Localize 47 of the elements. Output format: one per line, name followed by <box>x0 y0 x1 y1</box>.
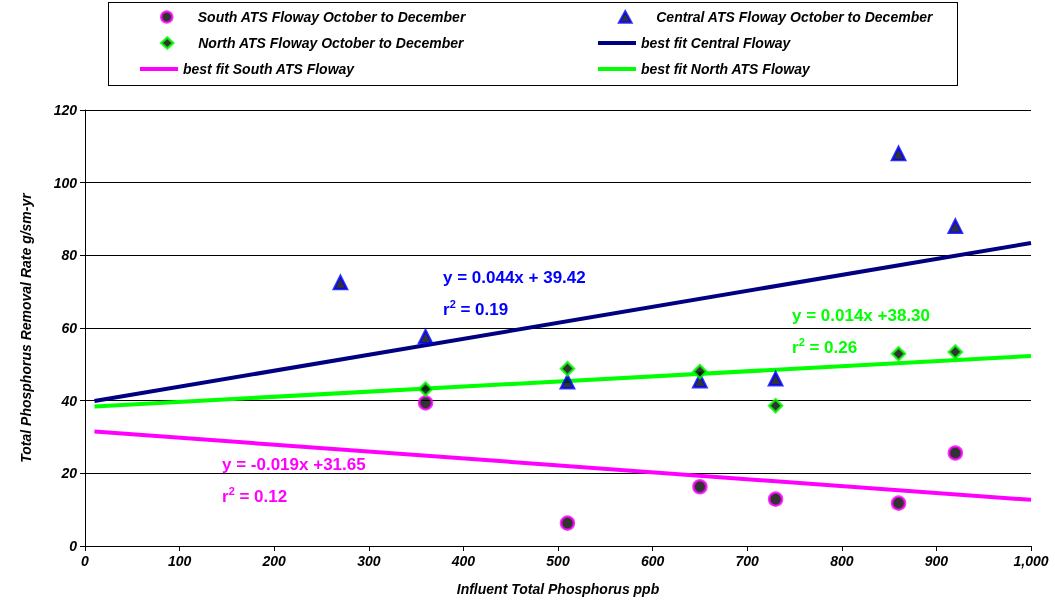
annotation: y = 0.044x + 39.42 r$^{2}$ = 0.19 <box>443 267 586 321</box>
x-tick-label: 200 <box>261 553 287 569</box>
annotation: y = -0.019x +31.65 r$^{2}$ = 0.12 <box>222 454 366 508</box>
point <box>947 344 964 360</box>
y-tick-label: 80 <box>61 247 78 264</box>
point <box>890 346 907 362</box>
point <box>692 363 708 380</box>
y-tick-label: 120 <box>53 102 78 118</box>
x-tick-label: 100 <box>167 553 192 569</box>
point <box>417 328 434 345</box>
point <box>692 479 708 495</box>
point <box>332 274 349 291</box>
point <box>417 381 434 397</box>
x-tick-label: 400 <box>450 553 476 569</box>
y-tick-label: 0 <box>69 538 78 554</box>
point <box>767 398 784 414</box>
x-tick-label: 300 <box>357 553 381 569</box>
point <box>947 445 964 461</box>
point <box>890 495 907 511</box>
legend-label: South ATS Floway October to December <box>197 9 467 25</box>
point <box>559 515 576 531</box>
x-tick-label: 600 <box>640 553 665 569</box>
y-tick-label: 40 <box>60 392 78 409</box>
x-tick-label: 900 <box>924 553 949 569</box>
legend-label: best fit South ATS Floway <box>183 61 356 77</box>
legend-label: Central ATS Floway October to December <box>656 9 934 25</box>
y-tick-label: 100 <box>53 174 78 191</box>
annotation: y = 0.014x +38.30 r$^{2}$ = 0.26 <box>792 305 931 359</box>
point <box>890 145 907 162</box>
x-tick-label: 500 <box>546 553 570 569</box>
x-tick-label: 800 <box>830 553 854 569</box>
point <box>947 218 964 235</box>
y-tick-label: 20 <box>60 465 78 482</box>
point <box>767 491 784 507</box>
y-axis-title: Total Phosphorus Removal Rate g/sm-yr <box>18 191 34 463</box>
point <box>767 371 784 387</box>
legend-label: best fit Central Floway <box>641 35 792 51</box>
y-tick-label: 60 <box>61 320 78 336</box>
x-axis-title: Influent Total Phosphorus ppb <box>456 581 660 597</box>
x-tick-label: 1,000 <box>1013 553 1049 569</box>
point <box>559 360 576 377</box>
x-tick-label: 700 <box>735 553 760 569</box>
legend-label: North ATS Floway October to December <box>198 35 466 51</box>
x-tick-label: 0 <box>81 553 90 569</box>
point <box>417 395 434 411</box>
point <box>559 374 576 390</box>
legend-label: best fit North ATS Floway <box>641 61 811 77</box>
